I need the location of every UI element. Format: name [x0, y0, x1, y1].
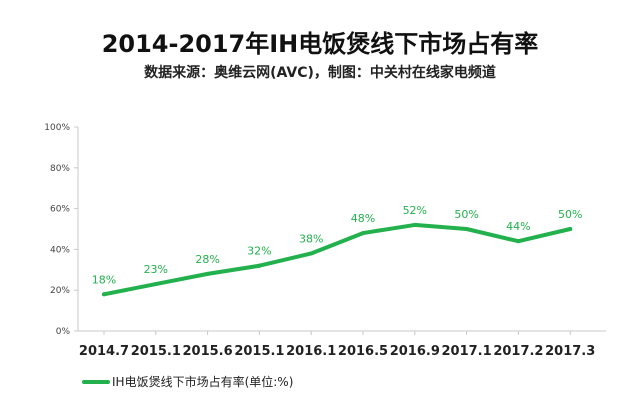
- data-point: [205, 271, 210, 276]
- series-line: [102, 222, 573, 297]
- data-point: [257, 263, 262, 268]
- x-tick-label: 2015.1: [234, 344, 284, 359]
- data-point: [361, 231, 365, 236]
- x-tick-label: 2016.9: [390, 344, 440, 359]
- data-label: 38%: [299, 232, 323, 245]
- x-tick-label: 2016.5: [338, 344, 388, 359]
- data-label: 50%: [558, 208, 582, 221]
- x-tick-label: 2017.3: [545, 344, 595, 359]
- data-label: 28%: [195, 253, 219, 266]
- y-tick-label: 20%: [50, 286, 70, 296]
- data-point: [464, 227, 469, 231]
- chart-title: 2014-2017年IH电饭煲线下市场占有率: [101, 30, 539, 58]
- data-label: 50%: [454, 208, 478, 221]
- x-tick-label: 2017.2: [493, 344, 543, 359]
- data-label: 48%: [351, 212, 375, 225]
- y-tick-label: 60%: [50, 205, 70, 215]
- data-point: [412, 222, 417, 227]
- data-label: 32%: [247, 245, 271, 258]
- x-tick-label: 2015.6: [183, 344, 233, 359]
- y-tick-label: 80%: [50, 164, 70, 174]
- data-point: [309, 251, 314, 256]
- y-tick-label: 100%: [44, 123, 70, 133]
- data-point: [153, 282, 158, 287]
- data-point: [568, 227, 573, 231]
- legend-label: IH电饭煲线下市场占有率(单位:%): [112, 374, 293, 389]
- x-tick-label: 2017.1: [442, 344, 492, 359]
- data-label: 44%: [506, 220, 530, 233]
- x-tick-label: 2014.7: [79, 344, 129, 359]
- data-label: 23%: [144, 263, 168, 276]
- data-label: 52%: [403, 204, 427, 217]
- chart-subtitle: 数据来源：奥维云网(AVC)，制图：中关村在线家电频道: [144, 65, 496, 81]
- data-label: 18%: [92, 273, 116, 286]
- y-tick-label: 40%: [50, 245, 70, 255]
- data-point: [102, 292, 106, 297]
- x-tick-label: 2015.1: [131, 344, 181, 359]
- y-tick-label: 0%: [56, 327, 71, 337]
- x-tick-label: 2016.1: [286, 344, 336, 359]
- data-point: [516, 239, 521, 244]
